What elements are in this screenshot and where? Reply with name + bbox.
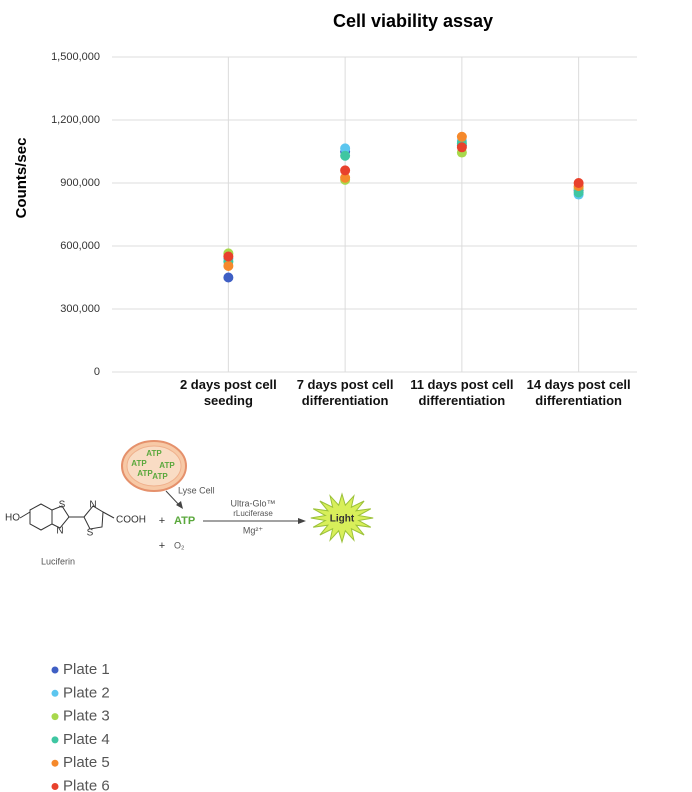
y-tick-label: 600,000 <box>60 240 100 252</box>
data-point <box>574 178 584 188</box>
plus: + <box>159 540 165 552</box>
legend-label: Plate 2 <box>63 684 110 701</box>
data-point <box>223 252 233 262</box>
atom: S <box>87 528 94 539</box>
substrate-label: Luciferin <box>41 556 75 566</box>
x-tick-label: 7 days post cell differentiation <box>283 377 407 409</box>
legend-marker <box>52 783 59 790</box>
cofactor: Mg²⁺ <box>243 525 263 535</box>
atom: HO <box>5 513 20 524</box>
y-tick-label: 1,500,000 <box>51 51 100 63</box>
data-point <box>457 132 467 142</box>
atp-label: ATP <box>152 472 168 481</box>
legend-marker <box>52 736 59 743</box>
y-axis-label: Counts/sec <box>13 138 30 219</box>
legend-marker <box>52 667 59 674</box>
legend-marker <box>52 760 59 767</box>
legend-label: Plate 6 <box>63 777 110 792</box>
atom: N <box>56 526 63 537</box>
y-tick-label: 900,000 <box>60 177 100 189</box>
y-tick-label: 0 <box>94 366 100 378</box>
atom: S <box>59 500 66 511</box>
atp-label: ATP <box>146 449 162 458</box>
legend-marker <box>52 713 59 720</box>
y-tick-label: 300,000 <box>60 303 100 315</box>
enzyme: rLuciferase <box>233 509 273 518</box>
page: Cell viability assay Counts/sec ATP ATP … <box>0 0 692 792</box>
x-tick-label: 2 days post cell seeding <box>166 377 290 409</box>
diagram: ATP ATP ATP ATP ATP Lyse Cell + ATP + O₂… <box>5 441 373 566</box>
legend-label: Plate 3 <box>63 708 110 725</box>
legend-label: Plate 1 <box>63 661 110 678</box>
x-tick-label: 14 days post cell differentiation <box>517 377 641 409</box>
data-point <box>223 273 233 283</box>
data-point <box>457 142 467 152</box>
lyse-label: Lyse Cell <box>178 485 215 495</box>
atp: ATP <box>174 515 195 527</box>
plus: + <box>159 515 165 527</box>
legend-marker <box>52 690 59 697</box>
data-point <box>340 165 350 175</box>
atp-label: ATP <box>137 469 153 478</box>
enzyme: Ultra-Glo™ <box>230 498 275 508</box>
light-label: Light <box>330 514 355 525</box>
chart-title: Cell viability assay <box>333 11 493 31</box>
legend-label: Plate 4 <box>63 731 110 748</box>
oxygen: O₂ <box>174 540 185 550</box>
x-tick-label: 11 days post cell differentiation <box>400 377 524 409</box>
data-point <box>223 261 233 271</box>
arrow-head <box>298 518 306 524</box>
atp-label: ATP <box>159 461 175 470</box>
y-tick-label: 1,200,000 <box>51 114 100 126</box>
molecule <box>20 504 114 530</box>
atp-label: ATP <box>131 459 147 468</box>
data-point <box>340 151 350 161</box>
atom: COOH <box>116 515 146 526</box>
legend-label: Plate 5 <box>63 754 110 771</box>
atom: N <box>89 500 96 511</box>
